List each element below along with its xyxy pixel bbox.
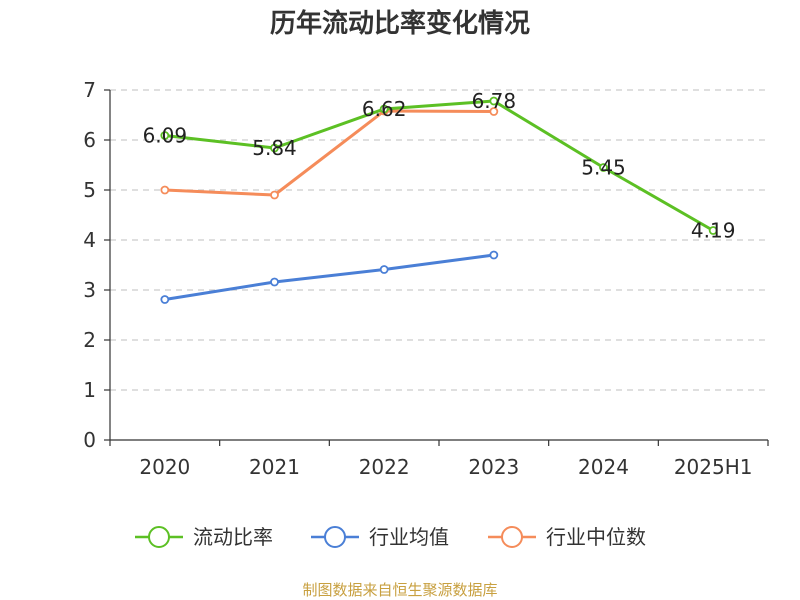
data-point [160, 295, 170, 304]
y-tick-label: 1 [83, 378, 96, 402]
data-point [270, 143, 279, 153]
series-layer [160, 96, 718, 304]
data-point [489, 250, 499, 260]
axes: 0 1 2 3 4 5 6 7 2020 2021 2022 2023 2024 2025H1 [83, 78, 769, 479]
y-tick-label: 4 [83, 228, 96, 252]
series-line [164, 109, 494, 197]
x-tick-label: 2022 [359, 455, 410, 479]
data-point [160, 131, 170, 140]
y-tick-label: 6 [83, 128, 96, 152]
legend-item: 行业均值 [311, 525, 449, 549]
x-tick-label: 2025H1 [674, 455, 753, 479]
y-tick-label: 2 [83, 328, 96, 352]
data-point [599, 163, 608, 172]
y-tick-label: 7 [83, 78, 96, 102]
data-point [379, 104, 389, 114]
legend-item: 流动比率 [135, 525, 273, 549]
data-labels: 6.09 5.84 6.62 6.78 5.45 4.19 [143, 89, 736, 243]
data-point [270, 190, 279, 200]
y-tick-label: 0 [83, 428, 96, 452]
legend-swatch-marker [324, 526, 346, 548]
data-point [160, 185, 170, 195]
series-1 [160, 250, 499, 304]
legend-item: 行业中位数 [488, 525, 646, 549]
data-label: 5.45 [581, 156, 626, 180]
data-point [379, 265, 389, 274]
data-point [708, 226, 718, 235]
series-0 [160, 96, 718, 235]
x-tick-label: 2020 [139, 455, 190, 479]
data-point [489, 96, 499, 106]
data-point [489, 107, 499, 116]
data-label: 5.84 [252, 136, 297, 160]
y-tick-label: 3 [83, 278, 96, 302]
data-label: 6.09 [143, 124, 188, 148]
data-label: 6.78 [472, 89, 517, 113]
x-tick-label: 2024 [578, 455, 629, 479]
series-2 [160, 106, 499, 200]
legend-label: 流动比率 [193, 525, 273, 549]
data-label: 6.62 [362, 97, 407, 121]
series-line [164, 99, 714, 232]
x-tick-label: 2023 [468, 455, 519, 479]
legend-label: 行业中位数 [546, 525, 646, 549]
legend-label: 行业均值 [369, 525, 449, 549]
legend-swatch-marker [148, 526, 170, 548]
grid-lines [110, 89, 768, 391]
chart-title: 历年流动比率变化情况 [270, 8, 530, 39]
series-line [164, 253, 495, 301]
source-note: 制图数据来自恒生聚源数据库 [302, 581, 497, 599]
legend: 流动比率 行业均值 行业中位数 [135, 525, 646, 549]
data-label: 4.19 [691, 219, 736, 243]
x-tick-label: 2021 [249, 455, 300, 479]
y-tick-label: 5 [83, 178, 96, 202]
legend-swatch-marker [501, 526, 523, 548]
data-point [270, 277, 279, 287]
